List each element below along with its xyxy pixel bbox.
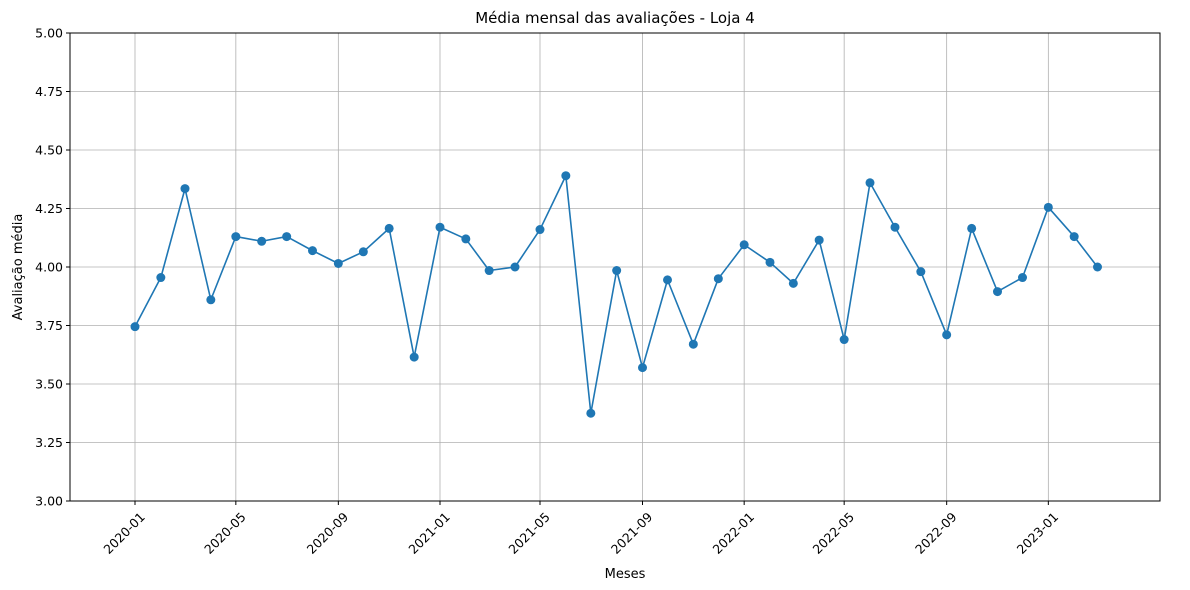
data-point	[435, 222, 445, 232]
y-tick-label: 3.25	[35, 435, 63, 450]
data-point	[180, 184, 190, 194]
y-tick-label: 3.50	[35, 377, 63, 392]
x-tick-label: 2022-05	[810, 509, 858, 557]
data-point	[409, 352, 419, 362]
y-axis-ticks: 3.00 3.25 3.50 3.75 4.00 4.25 4.50 4.75 5.00	[35, 26, 70, 509]
data-point	[1043, 202, 1053, 212]
data-point	[130, 322, 140, 332]
y-tick-label: 4.00	[35, 260, 63, 275]
data-point	[1093, 262, 1102, 272]
x-tick-label: 2022-01	[710, 509, 758, 557]
data-point	[484, 266, 494, 276]
x-tick-label: 2020-09	[304, 509, 352, 557]
data-point	[206, 295, 216, 305]
data-point	[1069, 232, 1079, 242]
data-point	[967, 223, 977, 233]
x-tick-label: 2021-09	[608, 509, 656, 557]
y-tick-label: 5.00	[35, 26, 63, 41]
x-tick-label: 2020-01	[100, 509, 148, 557]
x-tick-label: 2020-05	[201, 509, 249, 557]
y-tick-label: 4.25	[35, 201, 63, 216]
data-point	[739, 240, 749, 250]
x-tick-label: 2023-01	[1014, 509, 1062, 557]
series-line	[134, 174, 1099, 415]
data-point	[890, 222, 900, 232]
x-axis-label: Meses	[605, 567, 646, 582]
y-tick-label: 4.75	[35, 84, 63, 99]
data-point	[535, 225, 545, 235]
data-point	[561, 171, 571, 181]
data-point	[612, 266, 622, 276]
data-point	[282, 232, 292, 242]
data-point	[586, 408, 596, 418]
y-tick-label: 3.00	[35, 494, 63, 509]
data-point	[257, 236, 267, 246]
data-point	[510, 262, 520, 272]
y-tick-label: 3.75	[35, 318, 63, 333]
data-point	[333, 258, 343, 268]
data-points	[130, 171, 1102, 418]
data-point	[638, 363, 647, 373]
data-point	[713, 274, 723, 284]
data-point	[839, 335, 849, 345]
chart-title: Média mensal das avaliações - Loja 4	[475, 9, 755, 27]
x-tick-label: 2021-05	[505, 509, 553, 557]
data-point	[384, 223, 394, 233]
x-tick-label: 2022-09	[912, 509, 960, 557]
y-axis-label: Avaliação média	[11, 214, 26, 321]
data-point	[688, 339, 698, 349]
data-point	[156, 273, 166, 283]
data-point	[231, 232, 241, 242]
data-point	[865, 178, 875, 188]
data-point	[358, 247, 368, 257]
data-point	[814, 235, 824, 245]
data-point	[461, 234, 471, 244]
data-point	[942, 330, 952, 340]
data-point	[765, 257, 775, 267]
x-tick-label: 2021-01	[405, 509, 453, 557]
data-point	[1018, 273, 1027, 283]
data-point	[308, 246, 317, 256]
data-point	[993, 287, 1002, 297]
data-point	[663, 275, 672, 285]
x-axis-ticks: 2020-01 2020-05 2020-09 2021-01 2021-05 2021-…	[100, 501, 1061, 557]
y-tick-label: 4.50	[35, 143, 63, 158]
data-point	[788, 278, 798, 288]
data-point	[916, 267, 926, 277]
series-line-layer	[134, 174, 1099, 415]
